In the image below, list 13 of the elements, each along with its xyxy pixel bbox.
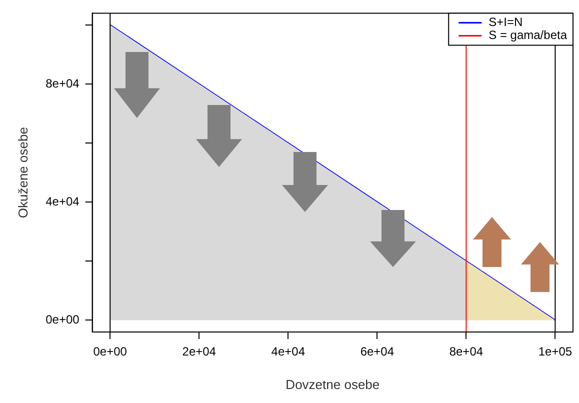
- x-axis-title: Dovzetne osebe: [286, 376, 380, 392]
- x-tick-label: 6e+04: [360, 344, 394, 359]
- y-tick-label: 8e+04: [46, 76, 80, 90]
- y-tick-label: 0e+00: [46, 312, 80, 327]
- x-tick-label: 8e+04: [449, 344, 484, 359]
- y-tick-label: 4e+04: [46, 194, 80, 208]
- y-axis-title: Okužene osebe: [15, 127, 30, 218]
- x-tick-label: 1e+05: [538, 344, 572, 359]
- legend-label: S+I=N: [488, 15, 523, 30]
- x-tick-label: 0e+00: [93, 344, 128, 359]
- x-tick-label: 2e+04: [182, 344, 216, 359]
- x-tick-label: 4e+04: [271, 344, 306, 359]
- ref-line-label: S = gama/beta: [488, 28, 568, 42]
